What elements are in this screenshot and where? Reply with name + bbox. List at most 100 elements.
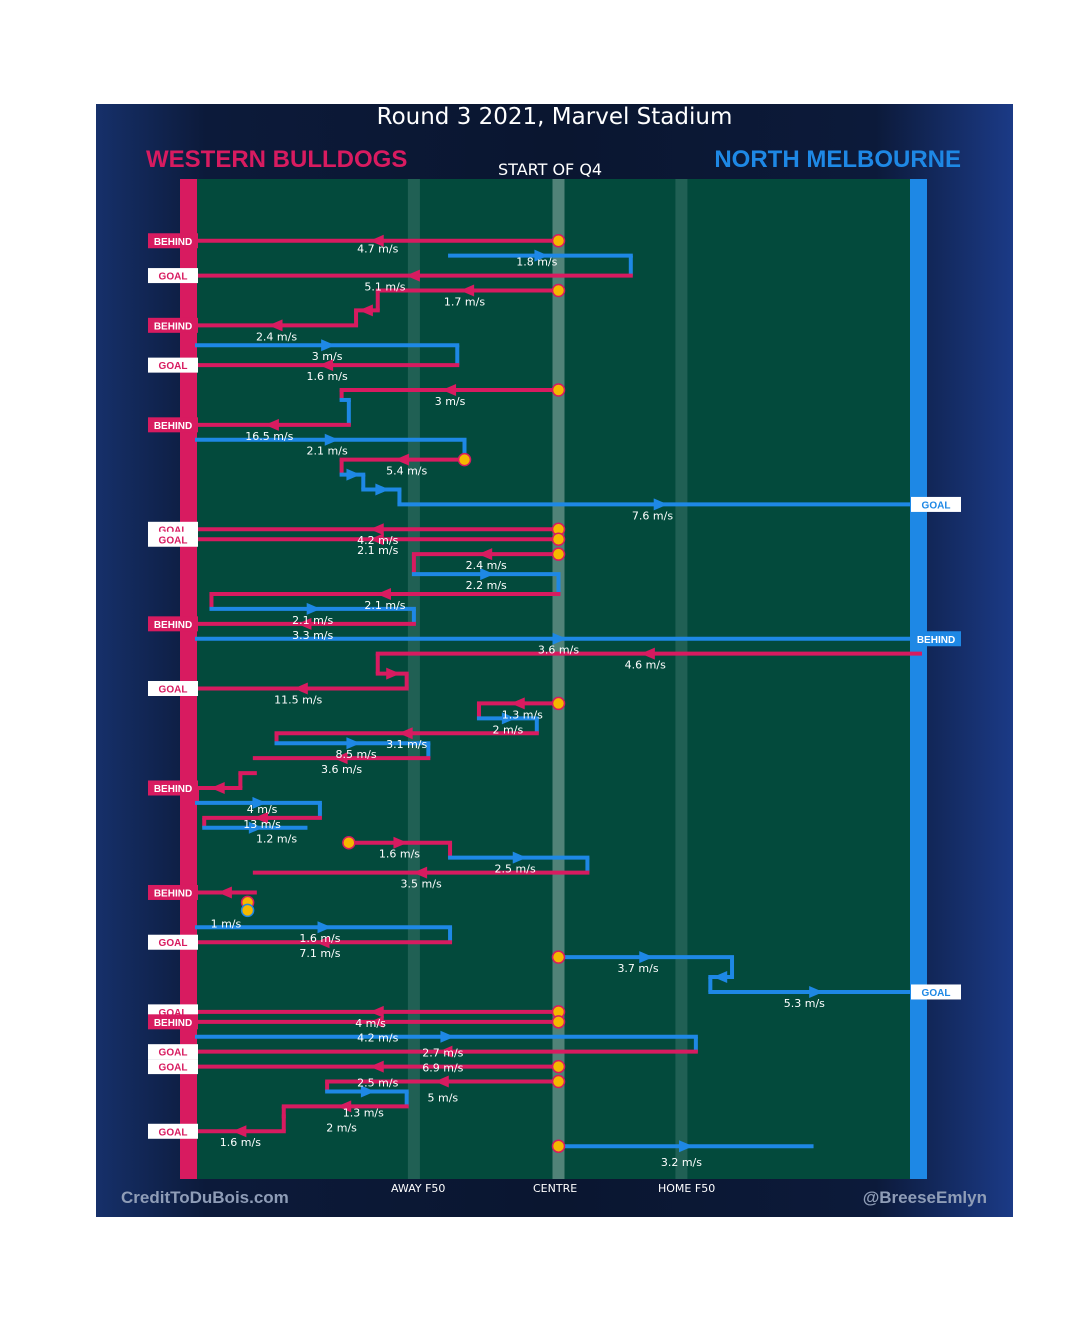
chain-5-start-marker [457, 452, 472, 467]
outcome-label-10: GOAL [159, 685, 188, 696]
away-goal-post [910, 179, 927, 1179]
chain-2-arrow-1 [358, 304, 373, 317]
chain-5-arrow-3 [375, 483, 390, 496]
speed-label-16-1: 5.3 m/s [784, 997, 825, 1010]
speed-label-5-0: 2.1 m/s [307, 445, 348, 458]
chain-7-arrow-0 [369, 533, 384, 546]
speed-label-21-2: 2 m/s [326, 1121, 357, 1134]
axis-tick-home-f50: HOME F50 [658, 1182, 716, 1195]
outcome-label-5: GOAL [922, 500, 951, 511]
axis-band-1 [552, 179, 565, 1179]
outcome-box-12 [148, 780, 198, 796]
outcome-box-7 [148, 531, 198, 547]
speed-label-1-0: 1.8 m/s [516, 256, 557, 269]
speed-label-2-1: 2.4 m/s [256, 330, 297, 343]
chain-16-arrow-0 [639, 951, 654, 964]
quarter-label: START OF Q4 [498, 160, 603, 179]
speed-label-11-4: 3.6 m/s [321, 763, 362, 776]
outcome-box-10 [148, 681, 198, 696]
chain-22-start-marker [551, 1139, 566, 1153]
outcome-label-15: GOAL [159, 938, 188, 949]
speed-label-12-1: 13 m/s [243, 818, 281, 831]
chain-5-arrow-1 [395, 453, 410, 466]
chain-8-arrow-3 [306, 602, 321, 615]
chain-19-arrow-1 [438, 1045, 453, 1058]
outcome-label-9: BEHIND [917, 635, 955, 646]
chain-5-arrow-4 [653, 498, 668, 511]
chain-21-arrow-4 [232, 1125, 247, 1138]
outcome-label-19: GOAL [159, 1048, 188, 1059]
speed-label-19-0: 2.7 m/s [422, 1047, 463, 1060]
chain-14-start-marker-2 [240, 903, 255, 918]
outcome-box-21 [148, 1123, 198, 1139]
speed-label-7-0: 2.1 m/s [357, 544, 398, 557]
chain-21-arrow-2 [337, 1100, 352, 1113]
speed-label-17-0: 4 m/s [355, 1017, 386, 1030]
outcome-box-3 [148, 357, 198, 373]
outcome-label-20: GOAL [159, 1063, 188, 1074]
outcome-box-8 [148, 616, 198, 632]
chart-panel: BEHIND 4.7 m/s GOAL 1.8 m/s 5.1 m/s BEHIND 1.7… [96, 104, 1013, 1217]
chain-4-start-marker [551, 383, 566, 397]
chain-13-arrow-0 [393, 836, 408, 849]
home-team-label: WESTERN BULLDOGS [146, 146, 408, 173]
speed-label-1-1: 5.1 m/s [364, 281, 405, 294]
speed-label-16-0: 3.7 m/s [617, 962, 658, 975]
speed-label-10-0: 4.6 m/s [625, 659, 666, 672]
chain-13-start-marker [342, 835, 356, 850]
outcome-box-0 [148, 233, 198, 249]
speed-label-22-0: 3.2 m/s [661, 1156, 702, 1169]
outcome-box-1 [148, 268, 198, 284]
speed-label-12-2: 1.2 m/s [256, 833, 297, 846]
speed-label-3-1: 1.6 m/s [307, 370, 348, 383]
chain-5-arrow-2 [346, 468, 361, 481]
axis-tick-centre: CENTRE [533, 1182, 578, 1195]
speed-label-18-0: 4.2 m/s [357, 1032, 398, 1045]
speed-label-21-0: 5 m/s [427, 1091, 458, 1104]
chain-9-arrow-0 [552, 632, 567, 645]
speed-label-2-0: 1.7 m/s [444, 295, 485, 308]
chain-10-arrow-2 [293, 682, 308, 695]
away-team-label: NORTH MELBOURNE [714, 146, 961, 173]
speed-label-10-1: 11.5 m/s [274, 693, 322, 706]
chain-14-arrow-0 [217, 886, 232, 899]
outcome-box-14 [148, 884, 198, 900]
speed-label-15-0: 1.6 m/s [299, 932, 340, 945]
outcome-label-17: GOAL [159, 1008, 188, 1019]
speed-label-8-4: 3.3 m/s [292, 629, 333, 642]
axis-tick-away-f50: AWAY F50 [391, 1182, 446, 1195]
chain-8-arrow-2 [376, 587, 391, 600]
chain-12-arrow-2 [252, 796, 267, 809]
outcome-label-0: BEHIND [154, 237, 192, 248]
chain-8-arrow-4 [297, 617, 312, 630]
chain-11-start-marker [551, 696, 566, 711]
speed-label-15-1: 7.1 m/s [299, 947, 340, 960]
speed-label-9-0: 3.6 m/s [538, 644, 579, 657]
outcome-box-2 [148, 317, 198, 333]
speed-label-13-0: 1.6 m/s [379, 848, 420, 861]
speed-label-13-2: 3.5 m/s [401, 878, 442, 891]
speed-label-8-0: 2.4 m/s [466, 559, 507, 572]
speed-label-12-0: 4 m/s [247, 803, 278, 816]
outcome-label-7: GOAL [159, 535, 188, 546]
chain-3-arrow-1 [319, 359, 334, 372]
chain-11-arrow-0 [510, 697, 525, 710]
outcome-label-8: BEHIND [154, 620, 192, 631]
axis-band-0 [407, 179, 420, 1179]
speed-label-5-1: 5.4 m/s [386, 465, 427, 478]
speed-label-8-1: 2.2 m/s [466, 579, 507, 592]
chain-8-arrow-1 [480, 568, 495, 581]
chain-20-arrow-0 [369, 1060, 384, 1073]
speed-label-19-1: 6.9 m/s [422, 1062, 463, 1075]
outcome-label-16: GOAL [922, 988, 951, 999]
chain-4-arrow-0 [442, 384, 457, 396]
chart-title: Round 3 2021, Marvel Stadium [376, 104, 733, 130]
outcome-box-5 [911, 496, 961, 512]
outcome-label-3: GOAL [159, 361, 188, 372]
outcome-box-9 [911, 631, 961, 647]
outcome-label-4: BEHIND [154, 421, 192, 432]
outcome-box-20 [148, 1059, 198, 1075]
chain-7-start-marker [551, 532, 566, 546]
chain-3-arrow-0 [321, 339, 336, 352]
chain-18-arrow-0 [369, 1015, 384, 1028]
